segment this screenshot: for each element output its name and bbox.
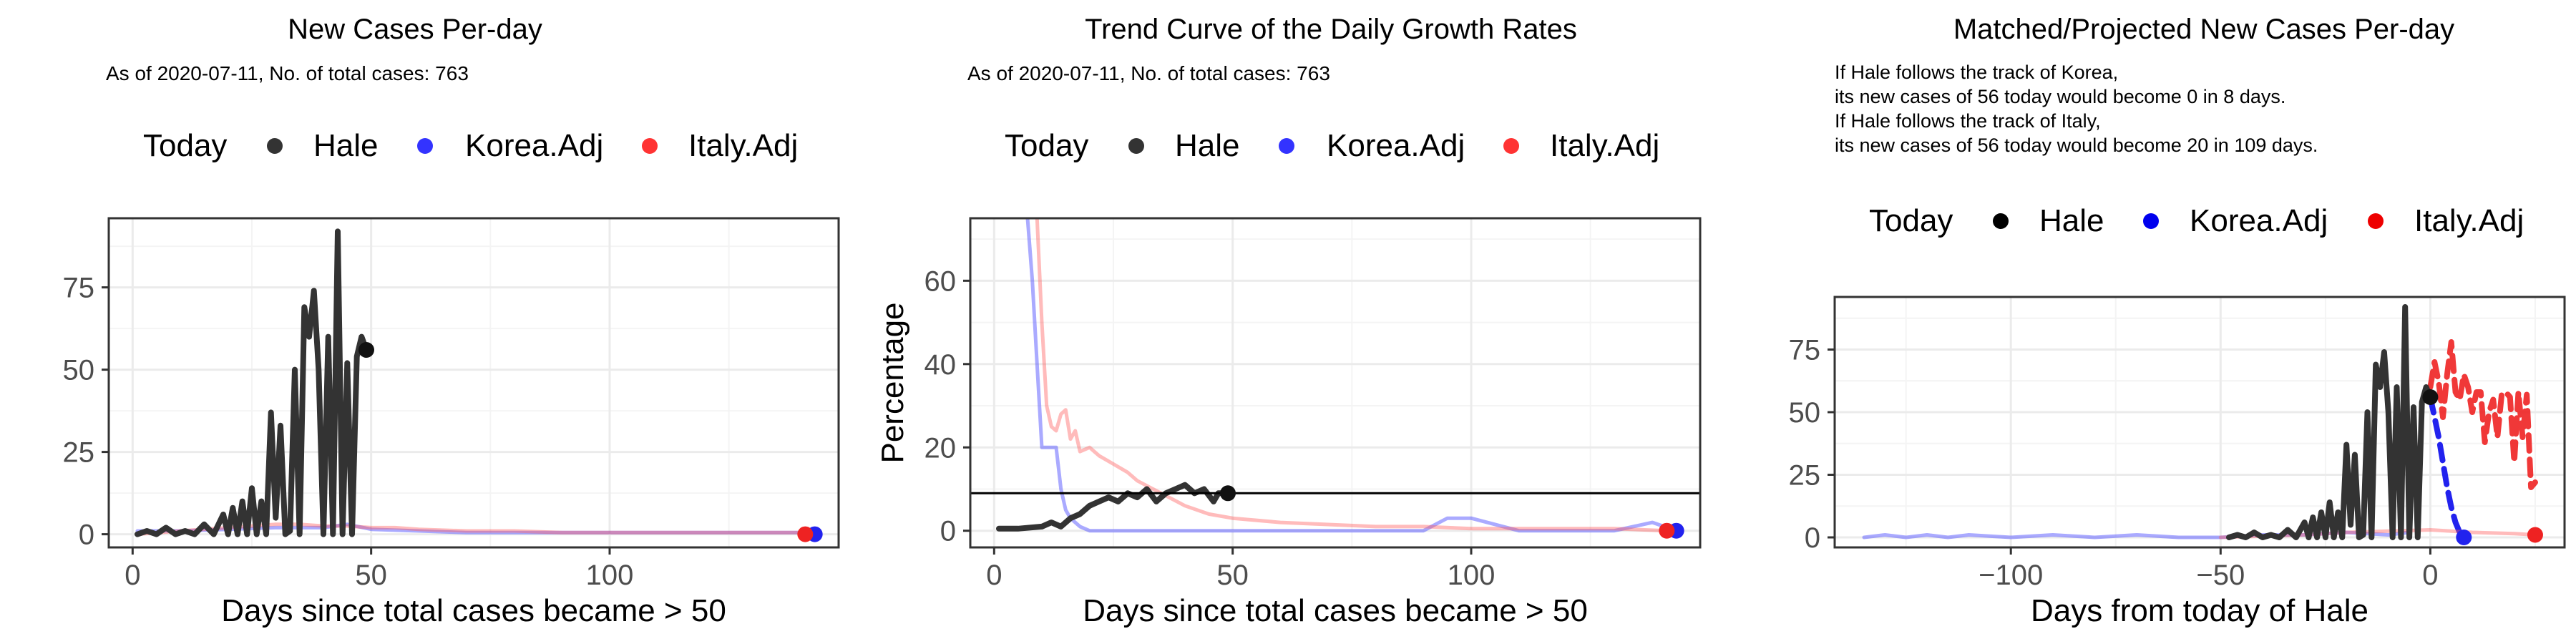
panel2-x-axis-label: Days since total cases became > 50 [1083, 593, 1588, 628]
panel3-series [1862, 304, 2538, 540]
x-tick-label: 50 [1216, 560, 1249, 591]
panel2-subtitle: As of 2020-07-11, No. of total cases: 76… [967, 62, 1330, 84]
legend-hale-key [267, 138, 283, 154]
panel2-plot-frame [969, 217, 1702, 549]
legend-korea-key [417, 138, 433, 154]
panel2-series [996, 218, 1679, 533]
today-point-italy-adj [1659, 522, 1675, 539]
panel-projected-cases: Matched/Projected New Cases Per-day If H… [1789, 14, 2566, 628]
y-tick-label: 60 [924, 265, 957, 297]
legend-korea-label: Korea.Adj [1327, 128, 1465, 163]
panel1-plot-frame [107, 217, 840, 549]
today-point-hale [2422, 389, 2439, 405]
y-tick-label: 40 [924, 349, 957, 381]
panel1-title: New Cases Per-day [288, 14, 542, 45]
series-line-hale [996, 482, 1231, 532]
legend-italy-key [642, 138, 658, 154]
panel1-legend: Today Hale Korea.Adj Italy.Adj [143, 128, 798, 163]
panel1-series [135, 228, 817, 537]
x-tick-label: 100 [586, 560, 634, 591]
legend-korea-key [1279, 138, 1294, 154]
panel1-today-points [358, 342, 823, 542]
today-point-hale [1220, 485, 1236, 502]
y-tick-label: 0 [79, 519, 94, 551]
today-point-italy-adj [2527, 527, 2543, 543]
panel3-legend: Today Hale Korea.Adj Italy.Adj [1869, 203, 2524, 238]
legend-korea-label: Korea.Adj [2190, 203, 2328, 238]
y-tick-label: 25 [63, 437, 95, 469]
x-tick-label: 0 [125, 560, 140, 591]
panel3-note-line: If Hale follows the track of Korea, [1835, 62, 2118, 83]
today-point-hale [358, 342, 374, 358]
legend-hale-key [1993, 213, 2009, 229]
series-line-korea-adj [1025, 218, 1679, 533]
panel3-notes: If Hale follows the track of Korea, its … [1835, 62, 2318, 156]
y-tick-label: 75 [1789, 335, 1821, 366]
y-tick-label: 20 [924, 432, 957, 464]
today-point-korea-adj [2456, 530, 2472, 545]
panel-new-cases: New Cases Per-day As of 2020-07-11, No. … [63, 14, 840, 628]
series-line-hale [135, 228, 369, 537]
legend-korea-label: Korea.Adj [465, 128, 603, 163]
panel1-tick-labels: 0 50 100 0 25 50 75 [63, 273, 634, 591]
panel2-legend: Today Hale Korea.Adj Italy.Adj [1005, 128, 1659, 163]
series-line-italy-adj-projected [2427, 339, 2538, 490]
legend-hale-label: Hale [313, 128, 379, 163]
legend-hale-label: Hale [1175, 128, 1240, 163]
x-tick-label: 100 [1448, 560, 1496, 591]
legend-italy-label: Italy.Adj [1550, 128, 1659, 163]
panel2-tick-labels: 0 50 100 0 20 40 60 [924, 265, 1496, 591]
series-line-hale [2226, 304, 2434, 540]
panel2-plot: 0 50 100 0 20 40 60 [924, 217, 1702, 591]
panel3-note-line: its new cases of 56 today would become 0… [1835, 86, 2285, 107]
y-tick-label: 50 [63, 355, 95, 386]
panel3-tick-labels: −100 −50 0 0 25 50 75 [1789, 335, 2439, 592]
panel2-title: Trend Curve of the Daily Growth Rates [1085, 14, 1577, 45]
y-tick-label: 0 [940, 516, 956, 547]
legend-hale-key [1128, 138, 1144, 154]
panel1-x-axis-label: Days since total cases became > 50 [221, 593, 726, 628]
legend-italy-key [2368, 213, 2384, 229]
panel2-y-axis-label: Percentage [875, 302, 910, 463]
legend-korea-key [2143, 213, 2159, 229]
legend-italy-key [1503, 138, 1519, 154]
series-line-korea-adj-projected [2427, 394, 2467, 540]
today-point-italy-adj [797, 526, 814, 542]
x-tick-label: 50 [355, 560, 387, 591]
x-tick-label: −100 [1979, 560, 2043, 591]
legend-today-label: Today [1869, 203, 1953, 238]
x-tick-label: 0 [986, 560, 1002, 591]
y-tick-label: 0 [1805, 522, 1820, 554]
panel1-plot: 0 50 100 0 25 50 75 [63, 217, 840, 591]
y-tick-label: 50 [1789, 397, 1821, 429]
y-tick-label: 25 [1789, 460, 1821, 492]
panel3-today-points [2422, 389, 2543, 545]
panel3-title: Matched/Projected New Cases Per-day [1953, 14, 2454, 45]
series-line-italy-adj [1035, 218, 1669, 533]
x-tick-label: 0 [2422, 560, 2438, 591]
legend-hale-label: Hale [2039, 203, 2104, 238]
panel3-plot-frame [1833, 296, 2566, 549]
panel2-today-points [1220, 485, 1684, 539]
legend-italy-label: Italy.Adj [2414, 203, 2524, 238]
legend-italy-label: Italy.Adj [688, 128, 798, 163]
legend-today-label: Today [143, 128, 227, 163]
panel-growth-rates: Trend Curve of the Daily Growth Rates As… [875, 14, 1702, 628]
panel3-plot-background [1835, 297, 2565, 547]
x-tick-label: −50 [2196, 560, 2245, 591]
panel1-subtitle: As of 2020-07-11, No. of total cases: 76… [106, 62, 469, 84]
panel3-x-axis-label: Days from today of Hale [2031, 593, 2368, 628]
panel3-plot: −100 −50 0 0 25 50 75 [1789, 296, 2566, 592]
panel3-note-line: If Hale follows the track of Italy, [1835, 110, 2101, 132]
y-tick-label: 75 [63, 273, 95, 304]
panel3-note-line: its new cases of 56 today would become 2… [1835, 135, 2318, 156]
legend-today-label: Today [1005, 128, 1088, 163]
